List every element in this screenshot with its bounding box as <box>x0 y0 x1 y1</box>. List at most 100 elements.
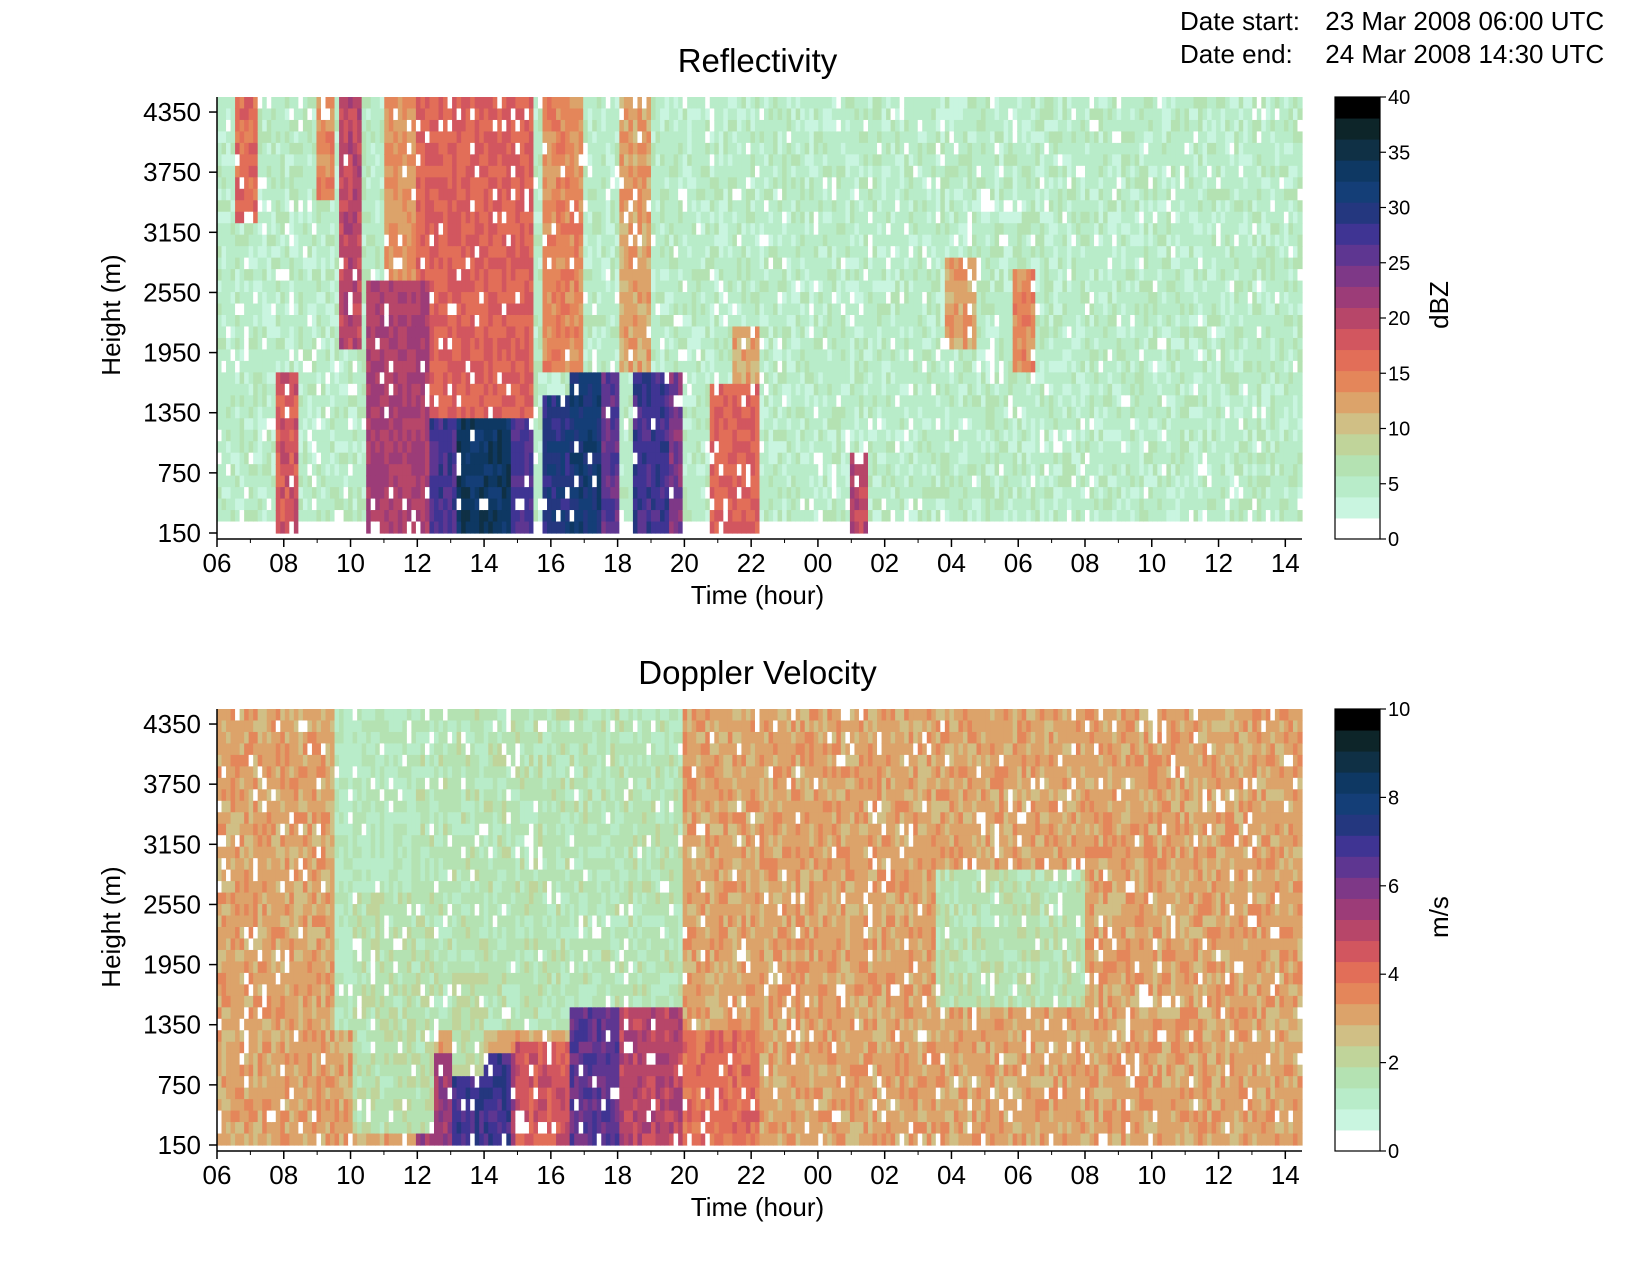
colorbar-tick-label: 40 <box>1388 87 1410 109</box>
x-tick-label: 14 <box>470 548 499 578</box>
colorbar-frame <box>1334 708 1381 1152</box>
y-axis-label: Height (m) <box>96 254 126 375</box>
colorbar-tick-label: 30 <box>1388 198 1410 220</box>
x-tick-label: 10 <box>336 548 365 578</box>
x-tick-label: 08 <box>269 1160 298 1190</box>
colorbar-swatch <box>1335 982 1380 1005</box>
colorbar-swatch <box>1335 1024 1380 1047</box>
colorbar-swatch <box>1335 265 1380 287</box>
x-axis-label: Time (hour) <box>691 580 824 610</box>
colorbar-tick-label: 35 <box>1388 142 1410 164</box>
chart-title: Doppler Velocity <box>638 654 877 691</box>
x-tick-label: 18 <box>603 548 632 578</box>
colorbar-swatch <box>1335 181 1380 203</box>
colorbar-swatch <box>1335 307 1380 330</box>
y-tick-label: 2550 <box>143 889 201 919</box>
x-axis-label: Time (hour) <box>691 1192 824 1222</box>
date-start-label: Date start: <box>1180 6 1300 36</box>
colorbar-label: m/s <box>1424 896 1454 938</box>
colorbar-swatch <box>1335 118 1380 140</box>
colorbar-swatch <box>1335 919 1380 942</box>
x-tick-label: 14 <box>1271 1160 1300 1190</box>
chart-title: Reflectivity <box>678 42 838 79</box>
colorbar-swatch <box>1335 814 1380 836</box>
colorbar-tick-label: 0 <box>1388 529 1399 551</box>
x-tick-label: 00 <box>803 1160 832 1190</box>
x-tick-label: 14 <box>1271 548 1300 578</box>
colorbar-tick-label: 10 <box>1388 699 1410 721</box>
y-tick-label: 1350 <box>143 1010 201 1040</box>
colorbar-tick-label: 10 <box>1388 419 1410 441</box>
x-tick-label: 04 <box>937 1160 966 1190</box>
x-tick-label: 06 <box>1004 1160 1033 1190</box>
colorbar-swatch <box>1335 1108 1380 1131</box>
y-axis-label: Height (m) <box>96 866 126 987</box>
colorbar-swatch <box>1335 433 1380 456</box>
colorbar-swatch <box>1335 793 1380 815</box>
y-tick-label: 1950 <box>143 950 201 980</box>
x-tick-label: 08 <box>269 548 298 578</box>
x-tick-label: 14 <box>470 1160 499 1190</box>
colorbar: 0 5 10 15 20 25 30 35 40 dBZ <box>1334 87 1454 551</box>
heatmap-field <box>217 97 1303 534</box>
colorbar-swatch <box>1335 370 1380 393</box>
x-tick-label: 10 <box>336 1160 365 1190</box>
colorbar-tick-label: 4 <box>1388 964 1399 986</box>
colorbar-swatch <box>1335 391 1380 414</box>
colorbar: 0 2 4 6 8 10 m/s <box>1334 699 1454 1163</box>
date-start-line: Date start: 23 Mar 2008 06:00 UTC <box>1180 6 1604 37</box>
x-tick-label: 16 <box>536 548 565 578</box>
x-tick-label: 06 <box>1004 548 1033 578</box>
y-tick-label: 1950 <box>143 338 201 368</box>
colorbar-swatch <box>1335 139 1380 161</box>
x-tick-label: 02 <box>870 548 899 578</box>
y-tick-label: 3750 <box>143 769 201 799</box>
colorbar-swatch <box>1335 1003 1380 1026</box>
x-tick-label: 00 <box>803 548 832 578</box>
heatmap-field <box>217 709 1303 1146</box>
y-tick-label: 3750 <box>143 157 201 187</box>
colorbar-swatch <box>1335 1087 1380 1110</box>
colorbar-swatch <box>1335 835 1380 857</box>
colorbar-swatch <box>1335 202 1380 224</box>
colorbar-swatch <box>1335 856 1380 878</box>
x-tick-label: 08 <box>1071 1160 1100 1190</box>
colorbar-tick-label: 2 <box>1388 1053 1399 1075</box>
y-tick-label: 3150 <box>143 217 201 247</box>
y-tick-label: 1350 <box>143 398 201 428</box>
y-tick-label: 4350 <box>143 97 201 127</box>
colorbar-swatch <box>1335 751 1380 773</box>
x-tick-label: 20 <box>670 1160 699 1190</box>
x-tick-label: 18 <box>603 1160 632 1190</box>
colorbar-swatch <box>1335 412 1380 435</box>
colorbar-swatch <box>1335 328 1380 351</box>
date-start-value: 23 Mar 2008 06:00 UTC <box>1325 6 1605 36</box>
y-tick-label: 2550 <box>143 277 201 307</box>
x-tick-label: 16 <box>536 1160 565 1190</box>
date-end-label: Date end: <box>1180 39 1293 69</box>
colorbar-swatch <box>1335 286 1380 308</box>
x-tick-label: 08 <box>1071 548 1100 578</box>
colorbar-swatch <box>1335 97 1380 119</box>
y-tick-label: 4350 <box>143 709 201 739</box>
x-tick-label: 04 <box>937 548 966 578</box>
y-tick-label: 150 <box>158 1130 201 1160</box>
colorbar-swatch <box>1335 1129 1380 1152</box>
colorbar-swatch <box>1335 223 1380 245</box>
colorbar-swatch <box>1335 244 1380 266</box>
colorbar-swatch <box>1335 1045 1380 1068</box>
colorbar-swatch <box>1335 475 1380 498</box>
colorbar-swatch <box>1335 898 1380 920</box>
x-tick-label: 02 <box>870 1160 899 1190</box>
colorbar-tick-label: 0 <box>1388 1141 1399 1163</box>
x-tick-label: 12 <box>1204 548 1233 578</box>
chart-panel-1: 06 08 10 12 14 16 18 20 22 00 02 04 06 08 10 12 14150750… <box>96 42 1454 610</box>
y-tick-label: 750 <box>158 1070 201 1100</box>
y-tick-label: 150 <box>158 518 201 548</box>
colorbar-swatch <box>1335 454 1380 477</box>
x-tick-label: 10 <box>1137 1160 1166 1190</box>
x-tick-label: 06 <box>203 1160 232 1190</box>
colorbar-tick-label: 5 <box>1388 474 1399 496</box>
y-tick-label: 3150 <box>143 829 201 859</box>
